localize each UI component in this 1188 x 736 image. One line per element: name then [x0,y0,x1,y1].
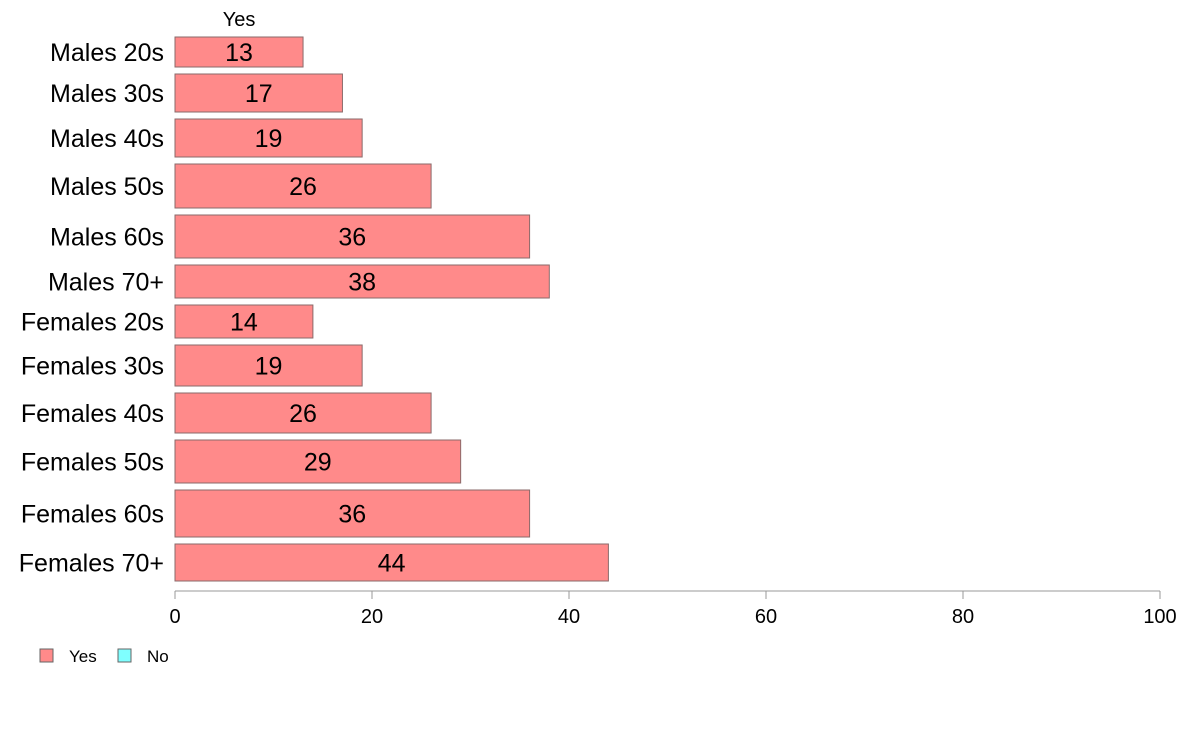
bars-group: 13 Males 20s 17 Males 30s 19 Males 40s 26 Males… [19,36,609,582]
series-header-label: Yes [223,9,256,31]
bar-females-40s [174,392,432,434]
bar-value-label: 26 [289,400,317,428]
category-label: Males 60s [50,224,164,252]
bar-value-label: 29 [304,449,332,477]
x-tick-label: 0 [169,606,180,628]
category-label: Females 50s [21,449,164,477]
bar-value-label: 19 [255,125,283,153]
x-tick-label: 60 [755,606,777,628]
legend-label-no: No [147,647,169,666]
category-label: Females 70+ [19,550,164,578]
bar-males-70- [174,264,550,299]
x-tick-label: 20 [361,606,383,628]
category-label: Males 20s [50,39,164,67]
bar-value-label: 17 [245,80,273,108]
category-label: Males 40s [50,125,164,153]
bar-males-30s [174,73,343,113]
legend: Yes No [39,647,169,666]
x-tick-label: 100 [1143,606,1176,628]
bar-value-label: 19 [255,353,283,381]
category-label: Females 60s [21,501,164,529]
legend-swatch-yes [39,648,54,663]
bar-males-50s [174,163,432,209]
category-label: Males 30s [50,80,164,108]
x-axis: 0 20 40 60 80 100 [169,590,1177,628]
category-label: Females 40s [21,400,164,428]
bar-females-30s [174,344,363,387]
x-tick-label: 40 [558,606,580,628]
category-label: Males 50s [50,173,164,201]
bar-value-label: 38 [348,269,376,297]
bar-females-20s [174,304,314,339]
category-label: Males 70+ [48,269,164,297]
bar-females-60s [174,489,531,538]
legend-swatch-no [117,648,132,663]
x-tick-label: 80 [952,606,974,628]
bar-males-60s [174,214,531,259]
bar-value-label: 36 [338,501,366,529]
bar-value-label: 36 [338,224,366,252]
legend-label-yes: Yes [69,647,97,666]
category-label: Females 20s [21,309,164,337]
bar-value-label: 13 [225,39,253,67]
bar-males-20s [174,36,304,68]
category-label: Females 30s [21,353,164,381]
bar-females-70- [174,543,609,582]
bar-value-label: 14 [230,309,258,337]
bar-value-label: 44 [378,550,406,578]
bar-males-40s [174,118,363,158]
bar-females-50s [174,439,462,484]
bar-value-label: 26 [289,173,317,201]
